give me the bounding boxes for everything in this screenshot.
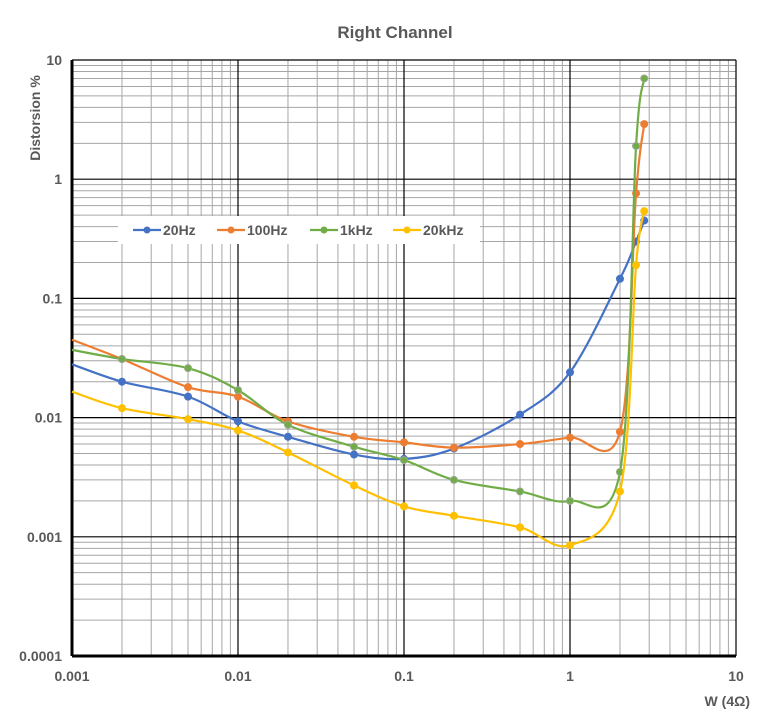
legend-label: 100Hz <box>247 222 287 238</box>
legend-item: 100Hz <box>217 222 287 238</box>
data-point <box>449 475 458 484</box>
x-tick-label: 0.01 <box>224 668 251 684</box>
legend-swatch-marker <box>143 226 151 234</box>
data-point <box>234 392 242 401</box>
data-point <box>566 541 574 550</box>
y-tick-label: 1 <box>54 171 62 187</box>
data-point <box>516 440 525 449</box>
data-point <box>516 523 525 532</box>
data-point <box>283 432 292 441</box>
x-tick-label: 1 <box>566 668 574 684</box>
series-line <box>71 78 646 509</box>
y-axis-label: Distorsion % <box>27 75 43 161</box>
legend-swatch-marker <box>320 226 328 234</box>
series-line <box>71 123 646 453</box>
data-point <box>400 438 408 447</box>
x-tick-label: 10 <box>728 668 744 684</box>
data-point <box>516 487 525 496</box>
legend-swatch-marker <box>227 226 235 234</box>
data-point <box>615 427 624 436</box>
data-point <box>184 364 193 373</box>
series-1kHz <box>71 74 649 509</box>
data-point <box>234 417 242 426</box>
legend-item: 1kHz <box>310 222 373 238</box>
legend: 20Hz 100Hz 1kHz 20kHz <box>118 216 480 244</box>
data-point <box>234 386 242 395</box>
data-point <box>400 502 408 511</box>
data-point <box>283 420 292 429</box>
data-point <box>449 443 458 452</box>
data-point <box>184 383 193 392</box>
data-point <box>640 74 649 83</box>
data-point <box>516 410 525 419</box>
y-tick-label: 0.01 <box>35 410 62 426</box>
legend-label: 20kHz <box>423 222 463 238</box>
y-tick-label: 0.1 <box>43 290 63 306</box>
chart-title: Right Channel <box>337 23 452 42</box>
data-point <box>632 261 641 270</box>
x-tick-label: 0.1 <box>394 668 414 684</box>
legend-item: 20Hz <box>133 222 196 238</box>
data-point <box>640 120 649 129</box>
legend-item: 20kHz <box>393 222 463 238</box>
x-tick-label: 0.001 <box>54 668 89 684</box>
data-point <box>350 432 359 441</box>
series-layer <box>71 74 649 550</box>
series-100Hz <box>71 120 649 453</box>
series-20kHz <box>71 207 649 550</box>
data-point <box>117 355 126 364</box>
data-point <box>615 487 624 496</box>
data-point <box>615 274 624 283</box>
data-point <box>640 207 649 216</box>
series-20Hz <box>71 216 649 463</box>
data-point <box>117 404 126 413</box>
data-point <box>350 450 359 459</box>
x-axis-label: W (4Ω) <box>705 693 750 709</box>
legend-label: 1kHz <box>340 222 373 238</box>
data-point <box>400 456 408 465</box>
data-point <box>350 442 359 451</box>
data-point <box>350 481 359 490</box>
legend-label: 20Hz <box>163 222 196 238</box>
data-point <box>566 496 574 505</box>
tick-labels: 0.001 0.01 0.1 1 10 0.0001 0.001 0.01 0.1 1 10 <box>19 52 744 684</box>
legend-swatch-marker <box>403 226 411 234</box>
data-point <box>632 141 641 150</box>
y-tick-label: 0.001 <box>27 529 62 545</box>
data-point <box>234 426 242 435</box>
y-tick-label: 0.0001 <box>19 648 62 664</box>
data-point <box>117 377 126 386</box>
data-point <box>449 511 458 520</box>
data-point <box>184 415 193 424</box>
data-point <box>566 368 574 377</box>
data-point <box>283 448 292 457</box>
y-tick-label: 10 <box>46 52 62 68</box>
series-line <box>71 210 646 548</box>
data-point <box>566 433 574 442</box>
grid <box>70 59 737 658</box>
data-point <box>184 392 193 401</box>
